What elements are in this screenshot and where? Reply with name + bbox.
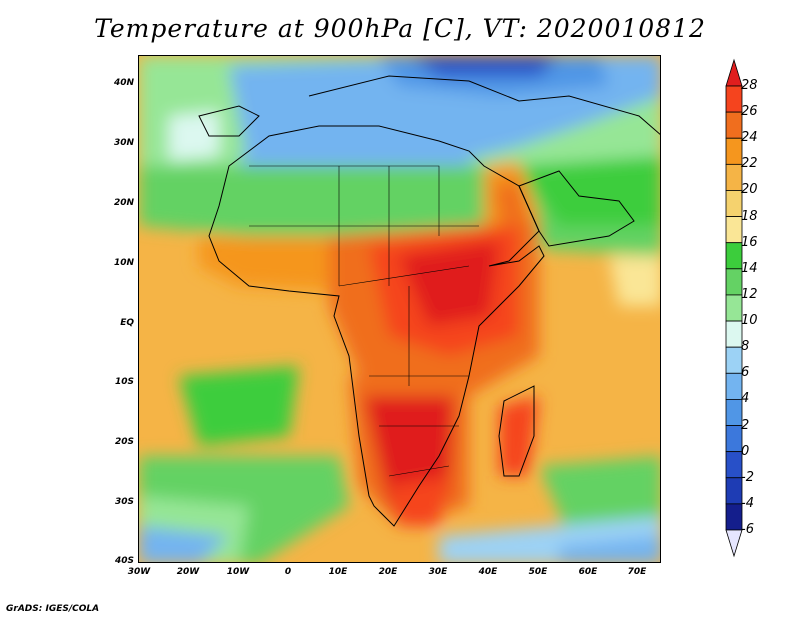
lat-tick-label: 10S (114, 377, 134, 387)
colorbar-label: 14 (741, 260, 758, 276)
colorbar-label: -4 (741, 495, 754, 511)
coastlines (198, 75, 660, 527)
lat-tick-label: 20S (114, 437, 134, 447)
lat-tick-label: 30S (114, 497, 134, 507)
lon-tick-label: 20E (378, 567, 398, 577)
colorbar (725, 58, 743, 558)
colorbar-swatch (725, 425, 743, 453)
lat-tick-label: 40N (113, 78, 134, 88)
colorbar-swatch (725, 399, 743, 426)
lon-tick-label: 20W (176, 567, 200, 577)
lon-tick-label: 70E (627, 567, 647, 577)
lon-tick-label: 30E (428, 567, 448, 577)
colorbar-swatch (725, 451, 743, 479)
colorbar-swatch (725, 320, 743, 348)
lon-tick-label: 0 (284, 567, 292, 577)
colorbar-swatch (725, 216, 743, 244)
colorbar-label: 4 (741, 391, 750, 407)
lon-tick-label: 60E (578, 567, 598, 577)
lat-tick-label: 30N (113, 138, 134, 148)
colorbar-label: 16 (741, 234, 758, 250)
colorbar-label: 0 (741, 443, 750, 459)
colorbar-swatch (725, 190, 743, 217)
colorbar-label: 8 (741, 339, 750, 355)
colorbar-label: -2 (741, 469, 754, 485)
colorbar-label: 10 (741, 313, 758, 329)
lon-tick-label: 10W (226, 567, 250, 577)
colorbar-label: 18 (741, 208, 758, 224)
lon-tick-label: 10E (328, 567, 348, 577)
colorbar-label: 6 (741, 365, 750, 381)
credit-text: GrADS: IGES/COLA (6, 604, 100, 614)
colorbar-swatch (725, 242, 743, 270)
colorbar-swatch (725, 477, 743, 505)
borders (249, 165, 479, 477)
colorbar-bottom-arrow (725, 529, 743, 558)
colorbar-swatch (725, 163, 743, 191)
colorbar-swatch (725, 85, 743, 113)
lon-tick-label: 50E (528, 567, 548, 577)
lat-tick-label: 20N (113, 198, 134, 208)
colorbar-swatch (725, 137, 743, 165)
lon-tick-label: 30W (127, 567, 151, 577)
lat-tick-label: 10N (113, 258, 134, 268)
colorbar-label: 28 (741, 78, 758, 93)
colorbar-label: -6 (741, 522, 754, 537)
colorbar-label: 12 (741, 286, 758, 302)
colorbar-label: 20 (741, 182, 758, 198)
colorbar-swatch (725, 294, 743, 322)
colorbar-label: 2 (741, 417, 750, 433)
colorbar-top-arrow (725, 58, 743, 87)
map-title: Temperature at 900hPa [C], VT: 202001081… (94, 14, 706, 43)
colorbar-swatch (725, 268, 743, 296)
lon-tick-label: 40E (478, 567, 498, 577)
temperature-map (138, 55, 661, 563)
colorbar-label: 26 (741, 104, 758, 120)
colorbar-swatch (725, 372, 743, 400)
lat-tick-label: EQ (120, 318, 134, 328)
colorbar-label: 24 (741, 130, 758, 146)
colorbar-label: 22 (741, 156, 758, 172)
lat-tick-label: 40S (114, 556, 134, 566)
colorbar-swatch (725, 111, 743, 139)
colorbar-swatch (725, 346, 743, 374)
colorbar-swatch (725, 503, 743, 531)
map-canvas (139, 56, 660, 562)
